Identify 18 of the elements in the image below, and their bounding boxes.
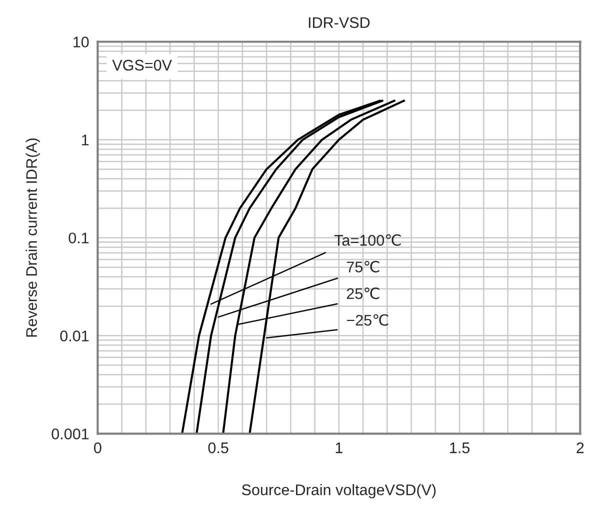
annotation: −25℃	[346, 314, 388, 326]
y-tick-label: 0.001	[52, 428, 89, 440]
x-tick-label: 1.5	[450, 442, 470, 454]
x-tick-label: 0	[94, 442, 102, 454]
y-tick-label: 0.01	[60, 330, 89, 342]
y-tick-label: 10	[74, 36, 89, 48]
x-tick-label: 0.5	[208, 442, 228, 454]
annotation: Ta=100℃	[334, 234, 401, 246]
annotation: VGS=0V	[112, 60, 172, 71]
chart-title: IDR-VSD	[308, 17, 370, 28]
y-axis-title: Reverse Drain current IDR(A)	[26, 138, 40, 337]
y-tick-label: 1	[82, 134, 89, 146]
y-tick-label: 0.1	[68, 232, 89, 244]
annotation: 75℃	[346, 260, 380, 272]
annotation: 25℃	[346, 288, 380, 300]
x-axis-title: Source-Drain voltageVSD(V)	[242, 484, 436, 498]
x-tick-label: 2	[576, 442, 584, 454]
x-tick-label: 1	[336, 442, 342, 454]
